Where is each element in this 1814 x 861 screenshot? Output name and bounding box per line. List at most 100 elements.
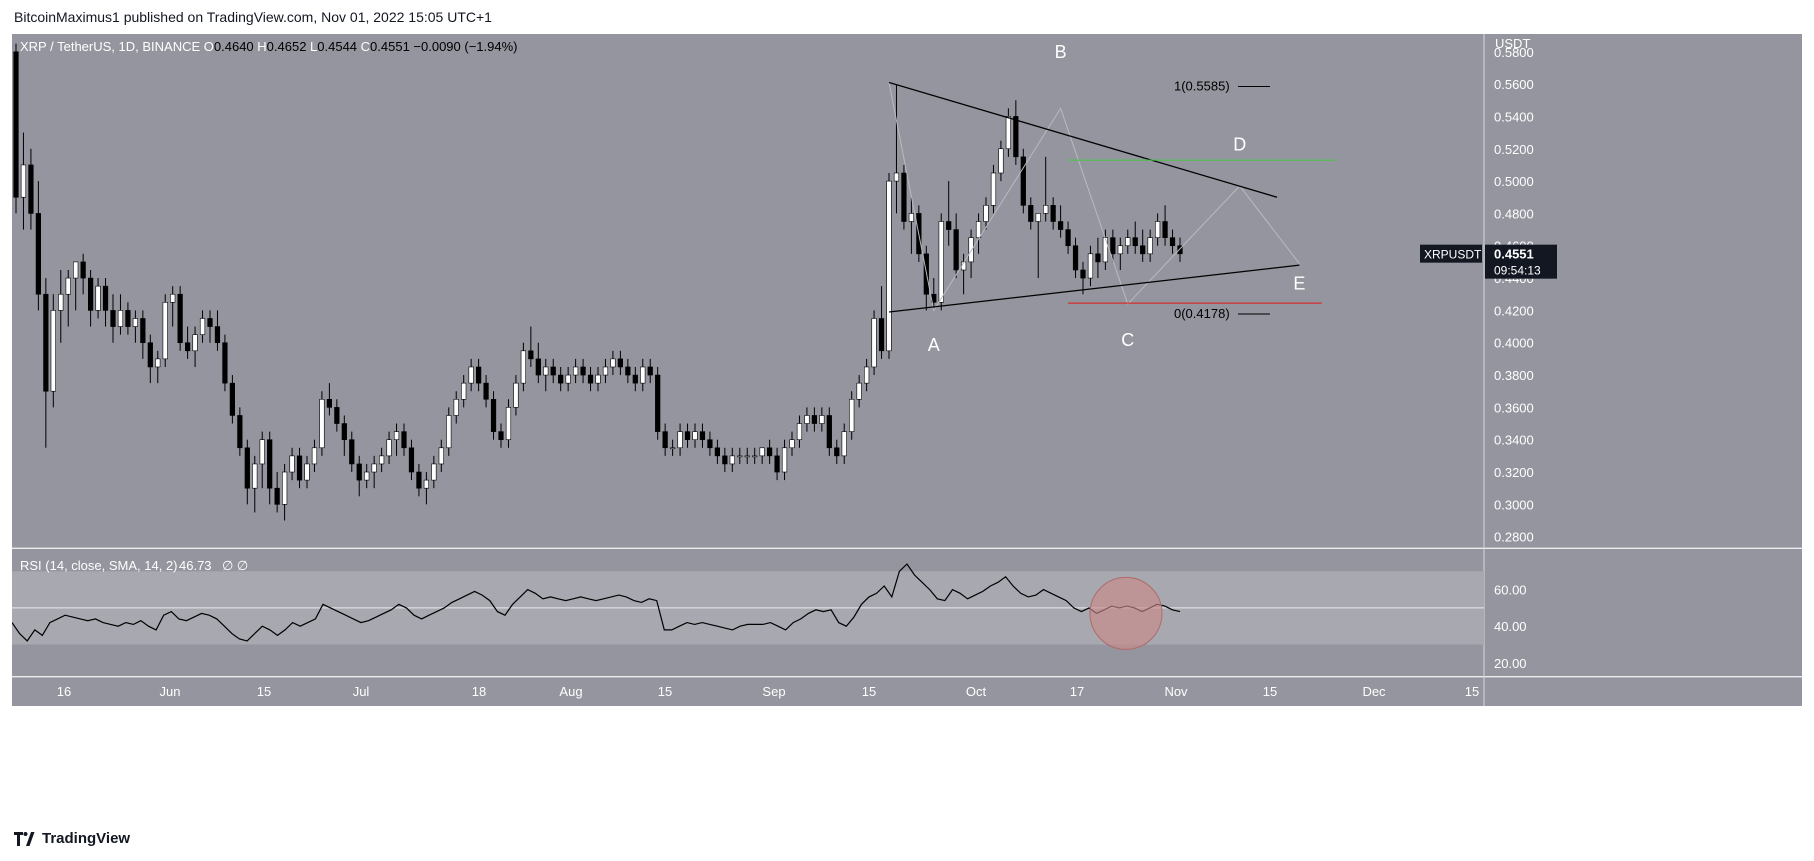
candle <box>617 350 623 376</box>
candle-body <box>304 463 310 481</box>
legend-part: −0.0090 (−1.94%) <box>413 39 517 54</box>
candle-body <box>162 302 168 360</box>
candle <box>1162 205 1168 246</box>
rsi-pane: 60.00 40.00 20.00 RSI (14, close, SMA, 14, … <box>12 558 1527 671</box>
candle <box>878 286 885 359</box>
candle <box>826 407 832 456</box>
candle-body <box>722 455 728 465</box>
candle-body <box>834 447 840 457</box>
candle-body <box>886 180 892 352</box>
candle <box>237 407 243 456</box>
candle-body <box>849 398 855 432</box>
candle-body <box>864 366 870 384</box>
rsi-tick-label: 20.00 <box>1494 656 1527 671</box>
candle <box>744 447 750 464</box>
candle-body <box>468 366 474 384</box>
candle <box>796 415 803 448</box>
candle-body <box>371 463 377 473</box>
candle <box>864 358 870 392</box>
candle-body <box>341 423 347 441</box>
candle <box>811 407 817 432</box>
candle <box>677 423 683 456</box>
candle-body <box>446 415 452 449</box>
candle-body <box>774 455 780 473</box>
candle-body <box>1132 237 1138 247</box>
candle-body <box>408 447 415 473</box>
legend-part: O <box>204 39 214 54</box>
x-tick-label: 15 <box>1465 684 1479 699</box>
candle <box>587 366 594 392</box>
candle <box>573 358 579 384</box>
candle <box>155 350 161 384</box>
candle <box>214 310 221 351</box>
legend-text: XRP / TetherUS, 1D, BINANCE O0.4640 H0.4… <box>20 39 517 54</box>
candle <box>692 423 698 448</box>
legend-part: 0.4544 <box>317 39 360 54</box>
x-tick-label: Nov <box>1164 684 1188 699</box>
candle <box>1020 148 1026 214</box>
candle-body <box>326 398 332 408</box>
candle <box>416 463 422 497</box>
candle-body <box>744 455 750 458</box>
candle <box>1028 197 1034 230</box>
candle-body <box>438 447 444 465</box>
x-tick-label: Aug <box>559 684 582 699</box>
candle-body <box>222 342 228 384</box>
candle <box>834 439 840 464</box>
candle-body <box>43 293 49 392</box>
candle-body <box>252 463 258 489</box>
candle-body <box>401 431 407 449</box>
candle <box>364 463 370 489</box>
candle-body <box>461 382 467 400</box>
legend-part: 0.4652 <box>267 39 310 54</box>
candle <box>722 447 728 473</box>
rsi-value: 46.73 <box>179 558 212 573</box>
candle <box>729 447 735 473</box>
x-tick-label: Dec <box>1362 684 1386 699</box>
legend-part: L <box>310 39 317 54</box>
candle-body <box>80 261 86 279</box>
candle-body <box>565 374 571 384</box>
symbol-tag-bg <box>1420 244 1482 263</box>
candle-body <box>946 221 952 230</box>
candle-body <box>871 318 877 368</box>
candle <box>752 447 758 464</box>
candle <box>1072 237 1079 279</box>
triangle-upper-line <box>888 81 1278 198</box>
candle-body <box>259 439 265 465</box>
candle-body <box>632 374 638 384</box>
candle-body <box>998 148 1004 174</box>
candle-body <box>229 382 235 416</box>
legend-part: 0.4551 <box>370 39 413 54</box>
candle <box>737 447 743 464</box>
candle <box>244 439 250 505</box>
candle <box>707 431 713 456</box>
x-tick-label: Jun <box>160 684 181 699</box>
countdown-tag: 09:54:13 <box>1494 264 1541 278</box>
candle-body <box>95 285 101 311</box>
candle <box>65 269 71 327</box>
candle-body <box>714 447 720 457</box>
x-tick-label: 16 <box>57 684 71 699</box>
candle-body <box>1005 116 1011 150</box>
x-tick-label: 18 <box>472 684 486 699</box>
x-tick-label: 15 <box>862 684 876 699</box>
candle-body <box>856 382 862 400</box>
y-tick-label: 0.3800 <box>1494 368 1534 383</box>
currency-label: USDT <box>1495 36 1530 51</box>
candle <box>647 358 653 384</box>
candle-body <box>274 487 280 505</box>
candle-body <box>177 293 183 344</box>
candle <box>1087 245 1094 287</box>
price-pane-bg <box>12 34 1484 548</box>
candle <box>625 358 631 384</box>
time-axis: 16 Jun 15 Jul 18 Aug 15 Sep 15 Oct 17 Nov 15 Dec 15 <box>57 684 1479 699</box>
candle <box>565 366 571 392</box>
candle-body <box>185 342 191 352</box>
candle-body <box>938 221 944 303</box>
candle-body <box>498 431 504 441</box>
wave-label-e: E <box>1293 273 1305 293</box>
candle <box>371 455 377 489</box>
candle-body <box>289 455 295 473</box>
